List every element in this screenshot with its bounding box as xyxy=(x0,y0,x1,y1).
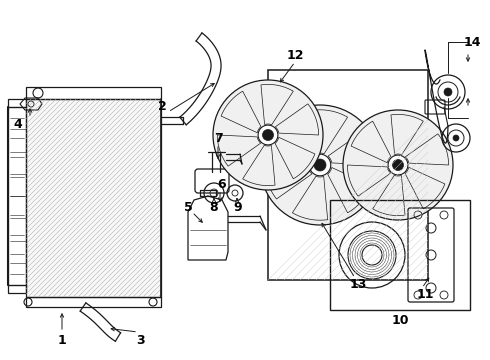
Text: 3: 3 xyxy=(136,333,145,346)
Text: 2: 2 xyxy=(158,99,167,112)
Text: 7: 7 xyxy=(214,131,222,144)
Text: 1: 1 xyxy=(58,333,66,346)
Bar xyxy=(26,297,161,307)
Text: 6: 6 xyxy=(218,177,226,190)
Text: 13: 13 xyxy=(349,278,367,291)
Text: 9: 9 xyxy=(234,201,243,213)
Circle shape xyxy=(314,159,326,171)
Text: 12: 12 xyxy=(286,49,304,62)
Circle shape xyxy=(343,110,453,220)
Circle shape xyxy=(444,88,452,96)
Circle shape xyxy=(309,154,331,176)
Text: 8: 8 xyxy=(210,201,219,213)
Text: 4: 4 xyxy=(14,117,23,131)
Circle shape xyxy=(260,105,380,225)
Text: 11: 11 xyxy=(416,288,434,301)
Circle shape xyxy=(263,130,273,140)
Bar xyxy=(26,99,161,297)
Circle shape xyxy=(453,135,459,141)
Text: 5: 5 xyxy=(184,201,193,213)
Text: 10: 10 xyxy=(391,314,409,327)
Circle shape xyxy=(388,155,408,175)
Circle shape xyxy=(392,159,403,171)
Bar xyxy=(330,200,470,310)
Text: 14: 14 xyxy=(463,36,481,49)
Bar xyxy=(8,99,26,293)
Bar xyxy=(26,87,161,99)
Circle shape xyxy=(258,125,278,145)
Circle shape xyxy=(213,80,323,190)
